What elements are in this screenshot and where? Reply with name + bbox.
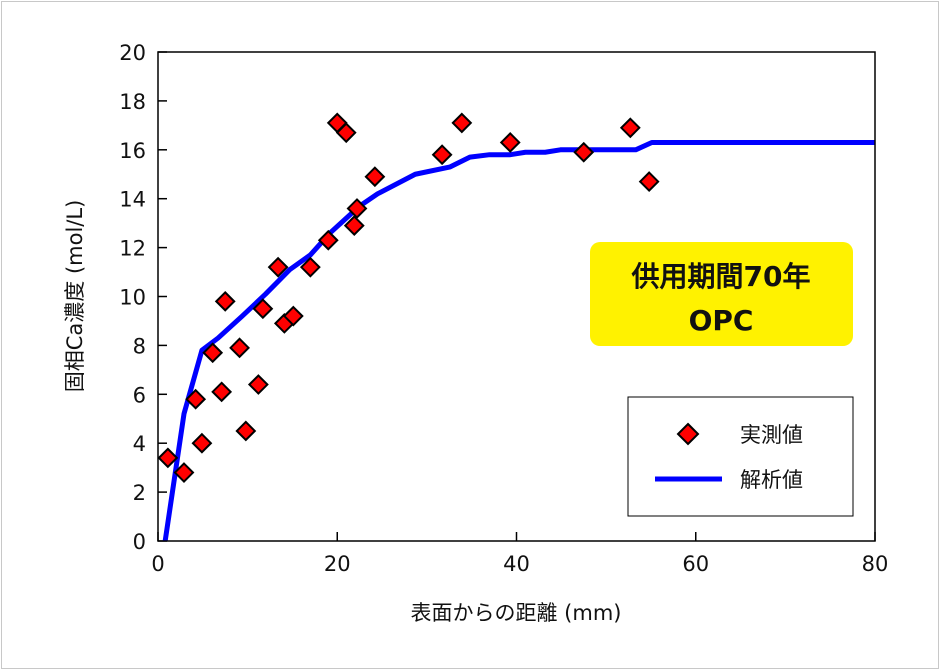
measured-point xyxy=(267,256,289,278)
y-tick-label: 20 xyxy=(119,41,146,65)
y-tick-label: 8 xyxy=(133,334,146,358)
measured-point xyxy=(229,337,250,359)
measured-point xyxy=(638,171,660,192)
measured-point xyxy=(317,229,339,251)
x-tick-label: 40 xyxy=(503,552,530,576)
measured-point xyxy=(211,381,233,403)
y-tick-label: 14 xyxy=(119,188,146,212)
measured-point xyxy=(185,388,207,410)
measured-point xyxy=(282,305,304,327)
measured-point xyxy=(343,215,365,237)
analysis-line xyxy=(162,139,875,542)
measured-point xyxy=(157,447,179,469)
x-tick-label: 20 xyxy=(324,552,351,576)
y-tick-label: 0 xyxy=(133,530,146,554)
y-axis-label: 固相Ca濃度 (mol/L) xyxy=(63,200,87,393)
measured-point xyxy=(619,117,641,139)
y-tick-label: 2 xyxy=(133,481,146,505)
measured-point xyxy=(235,420,257,442)
measured-point xyxy=(173,462,195,483)
x-tick-label: 60 xyxy=(682,552,709,576)
measured-point xyxy=(573,141,595,163)
measured-point xyxy=(364,166,386,188)
annotation-box: 供用期間70年 OPC xyxy=(590,242,853,346)
measured-point xyxy=(346,198,368,219)
legend-marker-measured xyxy=(676,422,700,446)
measured-point xyxy=(451,112,473,134)
measured-point xyxy=(247,374,269,395)
measured-point xyxy=(431,144,453,166)
measured-point xyxy=(191,432,213,454)
y-tick-label: 18 xyxy=(119,90,146,114)
plot-area-border xyxy=(157,51,876,542)
measured-point xyxy=(252,298,274,320)
measured-point xyxy=(299,256,321,278)
legend-label-measured: 実測値 xyxy=(740,423,803,447)
annotation-line1: 供用期間70年 xyxy=(631,260,811,293)
x-tick-label: 0 xyxy=(151,552,164,576)
y-tick-label: 10 xyxy=(119,286,146,310)
measured-point xyxy=(202,342,224,364)
y-tick-label: 4 xyxy=(133,432,146,456)
x-tick-label: 80 xyxy=(862,552,889,576)
measured-point xyxy=(499,132,521,153)
x-axis-label: 表面からの距離 (mm) xyxy=(411,601,622,625)
y-tick-label: 16 xyxy=(119,139,146,163)
legend-label-analysis: 解析値 xyxy=(740,468,803,492)
measured-point xyxy=(214,290,236,312)
y-tick-label: 6 xyxy=(133,383,146,407)
y-tick-label: 12 xyxy=(119,237,146,261)
measured-point xyxy=(335,122,357,144)
legend: 実測値 解析値 xyxy=(627,396,854,517)
annotation-line2: OPC xyxy=(689,304,754,337)
